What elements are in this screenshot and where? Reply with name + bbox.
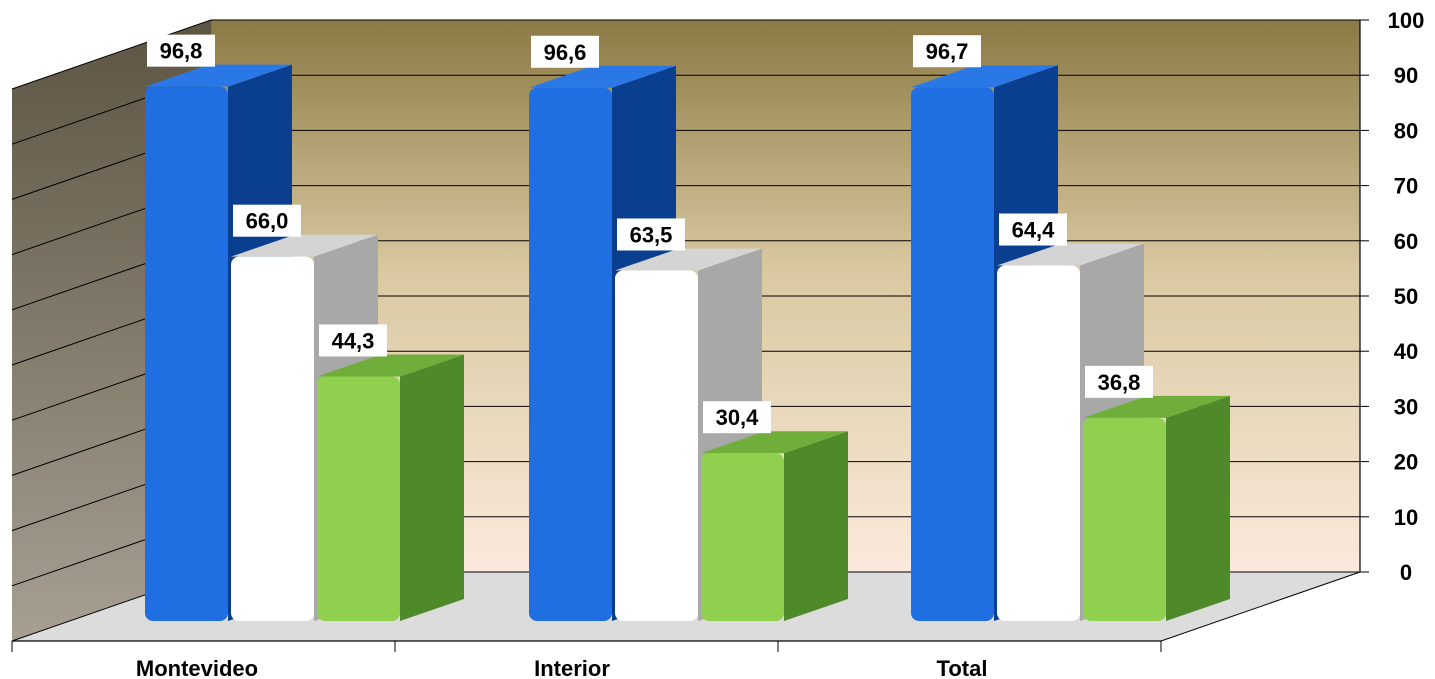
data-label-box — [617, 218, 685, 251]
bar-side — [400, 354, 464, 621]
category-label: Total — [937, 656, 988, 679]
data-label-box — [913, 35, 981, 68]
bar — [317, 354, 464, 621]
gridline-side — [11, 19, 212, 90]
data-label: 30,4 — [716, 405, 760, 430]
bar-top — [615, 248, 762, 271]
x-axis: Montevideo Interior Total — [11, 640, 1162, 679]
bar-front — [1083, 417, 1166, 621]
data-label: 44,3 — [332, 328, 375, 353]
bar-top — [911, 65, 1058, 88]
data-labels: 96,8 66,0 44,3 96,6 63,5 30,4 96,7 64,4 36,8 — [147, 34, 1153, 434]
y-tick-label: 50 — [1394, 284, 1418, 309]
bar — [701, 431, 848, 621]
data-label-box — [531, 35, 599, 68]
bar-front — [997, 265, 1080, 621]
bar-front — [317, 376, 400, 621]
y-tick-label: 80 — [1394, 118, 1418, 143]
data-label: 96,7 — [926, 39, 969, 64]
bar-front — [231, 256, 314, 621]
bar-front — [911, 87, 994, 621]
bar-top — [529, 65, 676, 88]
data-label: 63,5 — [630, 222, 673, 247]
y-tick-label: 100 — [1388, 8, 1425, 33]
bar-side — [784, 431, 848, 621]
bars — [145, 64, 1230, 622]
data-label: 96,8 — [160, 39, 203, 64]
y-tick-label: 20 — [1394, 450, 1418, 475]
bar-top — [317, 354, 464, 377]
data-label: 36,8 — [1098, 370, 1141, 395]
bar-top — [1083, 395, 1230, 418]
data-label-box — [999, 213, 1067, 246]
floor-right-edge — [1160, 571, 1361, 642]
data-label-box — [703, 401, 771, 434]
bar-top — [997, 243, 1144, 266]
y-tick-label: 40 — [1394, 339, 1418, 364]
data-label: 96,6 — [544, 40, 587, 65]
y-tick-label: 70 — [1394, 174, 1418, 199]
y-tick-label: 60 — [1394, 229, 1418, 254]
data-label: 66,0 — [246, 209, 289, 234]
y-tick-label: 30 — [1394, 394, 1418, 419]
bar-front — [529, 87, 612, 621]
bar-front — [701, 453, 784, 621]
bar-top — [231, 234, 378, 257]
bar-front — [145, 86, 228, 621]
y-tick-label: 10 — [1394, 505, 1418, 530]
bar-top — [701, 431, 848, 454]
y-tick-label: 0 — [1400, 560, 1412, 585]
data-label: 64,4 — [1012, 218, 1056, 243]
y-axis: 0 10 20 30 40 50 60 70 80 90 100 — [1160, 8, 1425, 642]
category-label: Interior — [534, 656, 610, 679]
bar-front — [615, 270, 698, 621]
data-label-box — [319, 324, 387, 357]
bar-top — [145, 64, 292, 87]
data-label-box — [233, 204, 301, 237]
category-label: Montevideo — [136, 656, 258, 679]
data-label-box — [1085, 365, 1153, 398]
data-label-box — [147, 34, 215, 67]
y-tick-label: 90 — [1394, 63, 1418, 88]
bar-side — [1166, 395, 1230, 621]
bar — [1083, 395, 1230, 621]
